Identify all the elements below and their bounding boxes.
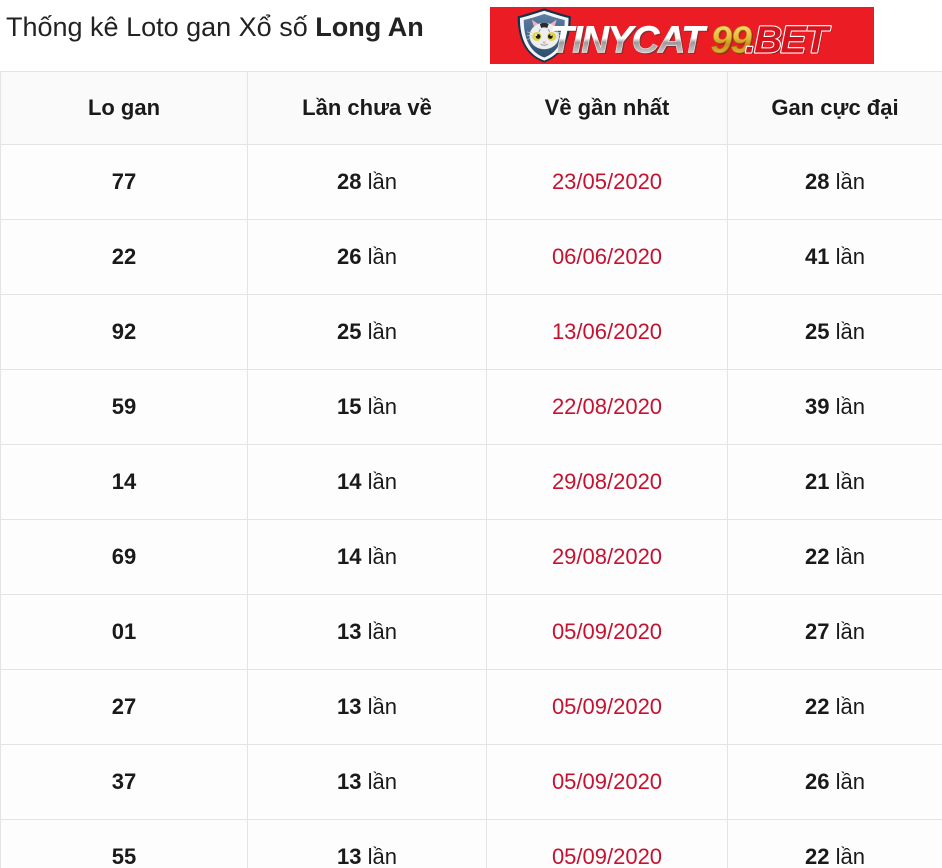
svg-text:.BET: .BET (745, 19, 832, 62)
svg-text:TINYCAT: TINYCAT (550, 19, 708, 62)
